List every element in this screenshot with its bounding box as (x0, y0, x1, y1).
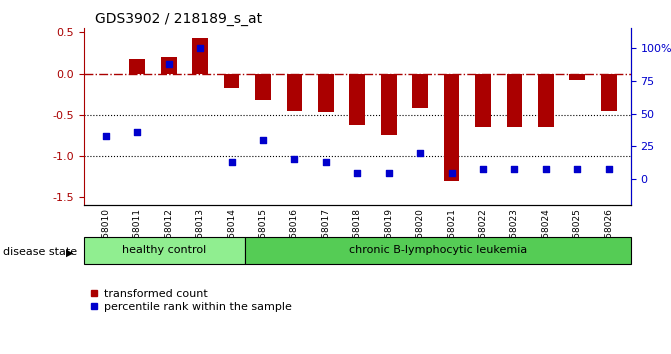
Point (226, 159, 237, 165)
Legend: transformed count, percentile rank within the sample: transformed count, percentile rank withi… (89, 289, 292, 312)
Text: disease state: disease state (3, 247, 77, 257)
Bar (350, 74, 365, 125)
Text: chronic B-lymphocytic leukemia: chronic B-lymphocytic leukemia (349, 245, 527, 256)
Bar (318, 74, 333, 112)
Point (603, 166, 614, 171)
Bar (475, 74, 491, 127)
Text: ▶: ▶ (66, 247, 73, 257)
Bar (255, 74, 271, 100)
Point (289, 156, 300, 162)
Point (163, 61, 174, 67)
Bar (245, 237, 631, 264)
Bar (84, 237, 245, 264)
Bar (507, 74, 522, 127)
Bar (130, 59, 145, 74)
Bar (570, 74, 585, 80)
Point (352, 170, 362, 175)
Text: healthy control: healthy control (122, 245, 207, 256)
Point (258, 137, 268, 143)
Bar (287, 74, 303, 111)
Text: GDS3902 / 218189_s_at: GDS3902 / 218189_s_at (95, 12, 262, 26)
Point (383, 170, 394, 175)
Point (132, 129, 143, 135)
Bar (412, 74, 428, 108)
Bar (381, 74, 397, 135)
Point (321, 159, 331, 165)
Bar (444, 74, 460, 181)
Bar (193, 38, 208, 74)
Point (572, 166, 582, 171)
Point (195, 45, 205, 51)
Point (541, 166, 552, 171)
Bar (161, 57, 176, 74)
Point (101, 133, 111, 139)
Bar (601, 74, 617, 111)
Point (446, 170, 457, 175)
Bar (223, 74, 240, 88)
Point (415, 150, 425, 156)
Point (509, 166, 520, 171)
Bar (538, 74, 554, 127)
Point (478, 166, 488, 171)
